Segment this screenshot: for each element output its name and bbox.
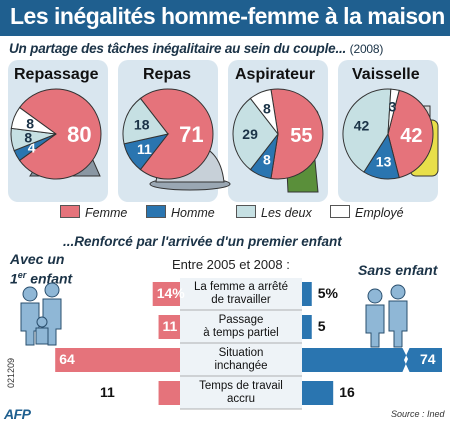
subtitle-year: (2008) bbox=[349, 42, 384, 56]
pie-slice-employe bbox=[249, 88, 279, 135]
page-title: Les inégalités homme-femme à la maison bbox=[10, 3, 445, 29]
people-left-illustration bbox=[20, 282, 62, 346]
legend-swatch-femme bbox=[60, 205, 80, 218]
pie-slice-employe bbox=[387, 88, 400, 135]
afp-logo: AFP bbox=[4, 406, 31, 422]
pie-title-repas: Repas bbox=[143, 66, 192, 83]
title-bar bbox=[0, 0, 450, 36]
bar-right-1 bbox=[302, 315, 312, 339]
legend-label-les-deux: Les deux bbox=[261, 206, 312, 220]
group-left-num: 1 bbox=[10, 270, 18, 287]
legend-label-homme: Homme bbox=[171, 206, 215, 220]
pie-slice-femme bbox=[18, 88, 102, 180]
pie-label-femme: 42 bbox=[400, 125, 422, 147]
pie-label-homme: 11 bbox=[137, 141, 152, 157]
bar-right-3 bbox=[302, 381, 334, 405]
subtitle: Un partage des tâches inégalitaire au se… bbox=[9, 41, 383, 56]
group-left-line2: 1er enfant bbox=[10, 267, 72, 287]
category-label-line: Temps de travail bbox=[199, 380, 283, 392]
bar-value-left-1: 11 bbox=[162, 318, 178, 334]
category-label-line: à temps partiel bbox=[203, 327, 279, 339]
pie-label-les-deux: 18 bbox=[134, 117, 150, 133]
people-right-illustration bbox=[365, 284, 408, 348]
pie-label-employe: 8 bbox=[26, 116, 34, 132]
legend-item-homme: Homme bbox=[146, 205, 215, 220]
legend-swatch-les-deux bbox=[236, 205, 256, 218]
bar-value-right-2: 74 bbox=[420, 351, 436, 367]
pie-label-homme: 13 bbox=[376, 154, 392, 170]
bar-right-2 bbox=[302, 348, 442, 372]
pie-title-aspirateur: Aspirateur bbox=[235, 66, 316, 83]
pie-label-les-deux: 29 bbox=[242, 126, 258, 142]
category-label-3: Temps de travail accru bbox=[180, 380, 302, 406]
pie-slice-les-deux bbox=[232, 97, 279, 171]
bar-value-left-3: 11 bbox=[100, 384, 115, 400]
pie-label-employe: 8 bbox=[263, 100, 271, 116]
category-label-line: inchangée bbox=[214, 360, 268, 372]
legend-label-femme: Femme bbox=[85, 206, 128, 220]
bar-left-1 bbox=[158, 315, 180, 339]
group-label-right: Sans enfant bbox=[358, 262, 438, 278]
pie-label-les-deux: 42 bbox=[354, 117, 370, 133]
category-label-1: Passage à temps partiel bbox=[180, 314, 302, 340]
pie-label-les-deux: 8 bbox=[24, 130, 32, 146]
bar-value-right-0: 5% bbox=[317, 285, 338, 301]
category-label-line: La femme a arrêté bbox=[194, 281, 288, 293]
category-label-line: de travailler bbox=[211, 294, 271, 306]
category-label-line: Passage bbox=[218, 314, 264, 326]
pie-slice-les-deux bbox=[342, 88, 392, 173]
group-left-word: enfant bbox=[30, 270, 73, 287]
pie-label-employe: 3 bbox=[389, 98, 397, 114]
pie-2: 55 8 29 8 bbox=[232, 88, 324, 180]
source-note: Source : Ined bbox=[391, 409, 445, 419]
legend-label-employe: Employé bbox=[355, 206, 404, 220]
subtitle-text: Un partage des tâches inégalitaire au se… bbox=[9, 41, 347, 56]
pie-slice-employe bbox=[10, 106, 57, 135]
bar-left-2 bbox=[55, 348, 181, 372]
pie-label-femme: 71 bbox=[179, 122, 203, 147]
axis-break-right bbox=[402, 347, 410, 373]
bar-value-right-1: 5 bbox=[317, 318, 326, 334]
pie-label-homme: 4 bbox=[28, 139, 36, 155]
legend-item-femme: Femme bbox=[60, 205, 127, 220]
legend-item-les-deux: Les deux bbox=[236, 205, 312, 220]
legend-swatch-employe bbox=[330, 205, 350, 218]
pie-slice-femme bbox=[270, 88, 324, 180]
category-column-bg bbox=[180, 278, 302, 409]
legend-swatch-homme bbox=[146, 205, 166, 218]
pie-slice-femme bbox=[139, 88, 214, 180]
category-label-0: La femme a arrêté de travailler bbox=[180, 281, 302, 307]
pie-title-vaisselle: Vaisselle bbox=[352, 66, 420, 83]
bar-value-left-0: 14% bbox=[156, 285, 185, 301]
section2-period: Entre 2005 et 2008 : bbox=[172, 257, 290, 272]
group-label-left: Avec un 1er enfant bbox=[10, 251, 72, 287]
category-label-2: Situation inchangée bbox=[180, 347, 302, 373]
pie-title-repassage: Repassage bbox=[14, 66, 99, 83]
bar-value-right-3: 16 bbox=[339, 384, 355, 400]
bar-left-3 bbox=[158, 381, 180, 405]
code-label: 021209 bbox=[6, 357, 17, 389]
section2-title: ...Renforcé par l'arrivée d'un premier e… bbox=[63, 234, 342, 249]
category-label-line: Situation bbox=[218, 347, 264, 359]
legend-item-employe: Employé bbox=[330, 205, 404, 220]
pie-slice-les-deux bbox=[122, 97, 169, 145]
category-label-line: accru bbox=[226, 393, 256, 405]
group-left-sup: er bbox=[17, 270, 27, 280]
pie-label-femme: 55 bbox=[290, 125, 312, 147]
bar-right-0 bbox=[302, 282, 312, 306]
bar-left-0 bbox=[152, 282, 180, 306]
pie-slice-femme bbox=[387, 89, 434, 179]
pie-label-homme: 8 bbox=[263, 152, 271, 168]
bar-value-left-2: 64 bbox=[59, 351, 75, 367]
pie-label-femme: 80 bbox=[67, 122, 91, 147]
pie-1: 71 11 18 bbox=[122, 88, 214, 180]
group-left-line1: Avec un bbox=[10, 251, 65, 267]
